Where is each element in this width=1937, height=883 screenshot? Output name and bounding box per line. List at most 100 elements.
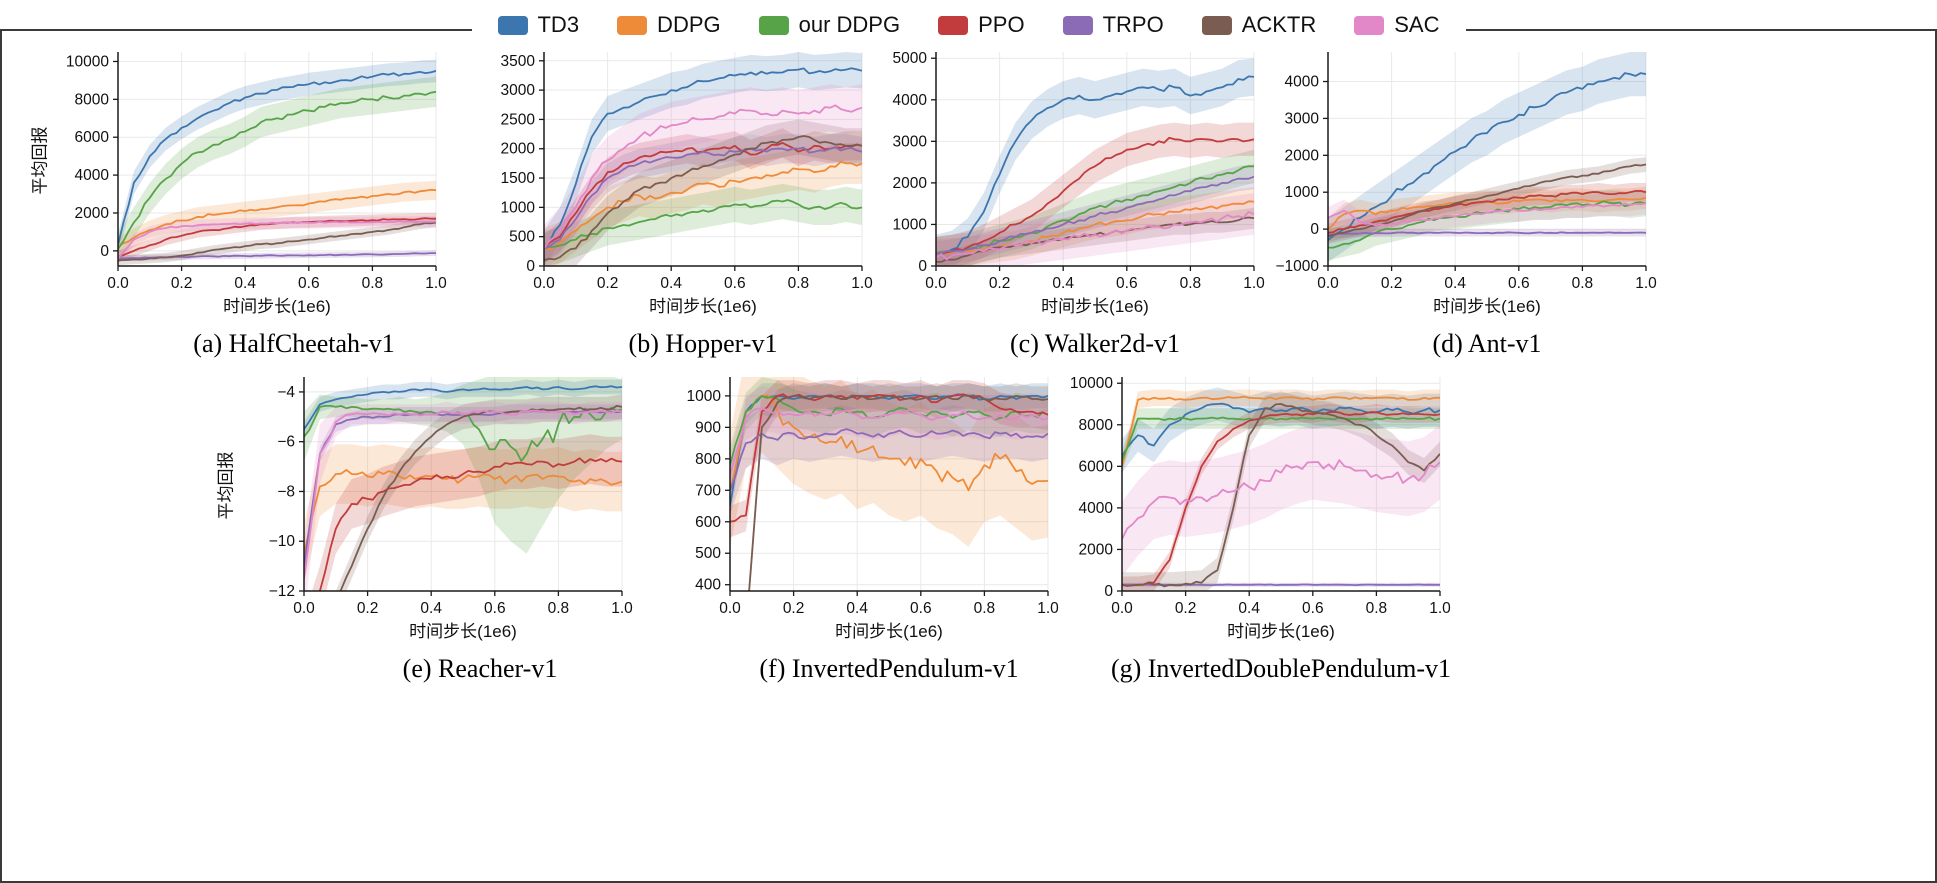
svg-text:6000: 6000 [1079,458,1114,475]
svg-text:2000: 2000 [1285,147,1320,164]
svg-text:0.4: 0.4 [660,275,682,292]
svg-text:500: 500 [509,229,535,246]
svg-text:0.8: 0.8 [974,600,996,617]
legend-item-acktr: ACKTR [1201,12,1316,38]
legend-item-sac: SAC [1354,12,1440,38]
svg-text:0: 0 [918,258,927,275]
svg-text:6000: 6000 [75,129,110,146]
svg-text:0.6: 0.6 [1302,600,1324,617]
svg-text:400: 400 [695,577,721,594]
svg-text:1.0: 1.0 [425,275,447,292]
chart-caption-hopper: (b) Hopper-v1 [628,329,778,358]
svg-text:0.4: 0.4 [1238,600,1260,617]
svg-text:1500: 1500 [501,170,536,187]
svg-text:0.2: 0.2 [989,275,1011,292]
svg-text:0.0: 0.0 [1317,275,1339,292]
plot-halfcheetah: 0 2000 4000 6000 8000 10000 0.0 0.2 0.4 0.6 0.8 1.0 [66,52,447,292]
svg-text:0.2: 0.2 [783,600,805,617]
x-axis-label-reacher: 时间步长(1e6) [409,622,517,641]
svg-text:700: 700 [695,482,721,499]
svg-text:800: 800 [695,451,721,468]
chart-caption-walker2d: (c) Walker2d-v1 [1010,329,1180,358]
svg-text:−6: −6 [277,434,295,451]
chart-cell-invertedpendulum: 400 500 600 700 800 900 1000 0.0 0.2 0.4 0.6 0.8 1.0… [668,369,1060,684]
chart-cell-inverteddoublependulum: 0 2000 4000 6000 8000 10000 0.0 0.2 0.4 0.6 0.8 1.0… [1060,369,1452,684]
chart-cell-ant: −1000 0 1000 2000 3000 4000 0.0 0.2 0.4 0.6 0.8 1.0… [1266,44,1658,359]
x-axis-label-inverteddoublependulum: 时间步长(1e6) [1227,622,1335,641]
y-axis-label-reacher: 平均回报 [216,451,236,520]
legend-label-trpo: TRPO [1102,12,1164,37]
chart-caption-inverteddoublependulum: (g) InvertedDoublePendulum-v1 [1110,654,1452,683]
svg-text:0.6: 0.6 [1116,275,1138,292]
legend-label-ppo: PPO [978,12,1025,37]
svg-text:0.4: 0.4 [846,600,868,617]
svg-text:600: 600 [695,514,721,531]
legend-item-td3: TD3 [497,12,579,38]
svg-text:0.6: 0.6 [298,275,320,292]
svg-text:0.4: 0.4 [1444,275,1466,292]
chart-caption-reacher: (e) Reacher-v1 [402,654,558,683]
svg-text:0.0: 0.0 [107,275,129,292]
x-axis-label-ant: 时间步长(1e6) [1433,297,1541,316]
svg-text:0: 0 [526,258,535,275]
svg-text:900: 900 [695,419,721,436]
svg-text:0.8: 0.8 [1366,600,1388,617]
svg-text:0.0: 0.0 [533,275,555,292]
svg-text:0.2: 0.2 [597,275,619,292]
svg-text:1.0: 1.0 [611,600,633,617]
legend-swatch-acktr [1201,15,1232,35]
svg-text:0: 0 [1104,583,1113,600]
svg-text:−8: −8 [277,483,295,500]
chart-caption-invertedpendulum: (f) InvertedPendulum-v1 [759,654,1019,683]
svg-text:1000: 1000 [501,199,536,216]
chart-cell-hopper: 0 500 1000 1500 2000 2500 3000 3500 0.0 0.2 0.4 0.6… [482,44,874,359]
svg-text:1.0: 1.0 [1635,275,1657,292]
chart-row-1: 平均回报 0 2000 4000 6000 8000 10000 0.0 0.2 0.4 0.6 0… [22,44,1937,359]
svg-text:0.6: 0.6 [484,600,506,617]
svg-text:0.6: 0.6 [910,600,932,617]
svg-text:4000: 4000 [1079,500,1114,517]
svg-text:2000: 2000 [75,205,110,222]
svg-text:1000: 1000 [1285,184,1320,201]
chart-caption-ant: (d) Ant-v1 [1432,329,1542,358]
plot-inverteddoublependulum: 0 2000 4000 6000 8000 10000 0.0 0.2 0.4 0.6 0.8 1.0 [1070,375,1451,617]
svg-text:1000: 1000 [893,216,928,233]
plot-invertedpendulum: 400 500 600 700 800 900 1000 0.0 0.2 0.4 0.6 0.8 1.0 [687,377,1059,617]
svg-text:8000: 8000 [1079,417,1114,434]
svg-text:0.4: 0.4 [1052,275,1074,292]
svg-text:0: 0 [1310,221,1319,238]
svg-text:−1000: −1000 [1275,258,1319,275]
legend-item-trpo: TRPO [1062,12,1164,38]
legend-item-ppo: PPO [938,12,1025,38]
x-axis-label-halfcheetah: 时间步长(1e6) [223,297,331,316]
chart-cell-reacher: 平均回报 −12 −10 −8 −6 −4 0.0 0.2 0.4 0.6 0.8 1.0 时间步长… [208,369,668,684]
svg-text:0.2: 0.2 [1381,275,1403,292]
svg-text:0.4: 0.4 [420,600,442,617]
svg-text:5000: 5000 [893,50,928,67]
svg-text:0.0: 0.0 [719,600,741,617]
plot-ant: −1000 0 1000 2000 3000 4000 0.0 0.2 0.4 0.6 0.8 1.0 [1275,52,1657,292]
legend-label-ddpg: DDPG [657,12,721,37]
svg-text:3500: 3500 [501,53,536,70]
svg-text:2000: 2000 [1079,541,1114,558]
svg-text:500: 500 [695,545,721,562]
plot-hopper: 0 500 1000 1500 2000 2500 3000 3500 0.0 0.2 0.4 0.6… [501,52,873,292]
svg-text:2000: 2000 [501,141,536,158]
svg-text:1.0: 1.0 [1243,275,1265,292]
svg-text:10000: 10000 [1070,375,1113,392]
chart-caption-halfcheetah: (a) HalfCheetah-v1 [193,329,395,358]
y-axis-label-halfcheetah: 平均回报 [30,126,50,195]
legend-swatch-trpo [1062,15,1093,35]
x-axis-label-invertedpendulum: 时间步长(1e6) [835,622,943,641]
legend-swatch-ppo [938,15,969,35]
chart-row-2: 平均回报 −12 −10 −8 −6 −4 0.0 0.2 0.4 0.6 0.8 1.0 时间步长… [208,369,1937,684]
svg-text:−10: −10 [269,533,296,550]
legend-label-our-ddpg: our DDPG [798,12,901,37]
legend-item-ddpg: DDPG [617,12,721,38]
legend-label-sac: SAC [1394,12,1440,37]
svg-text:1.0: 1.0 [1037,600,1059,617]
svg-text:3000: 3000 [1285,110,1320,127]
svg-text:4000: 4000 [893,92,928,109]
svg-text:0.8: 0.8 [548,600,570,617]
legend: TD3 DDPG our DDPG PPO TRPO ACKTR SAC [471,7,1466,43]
